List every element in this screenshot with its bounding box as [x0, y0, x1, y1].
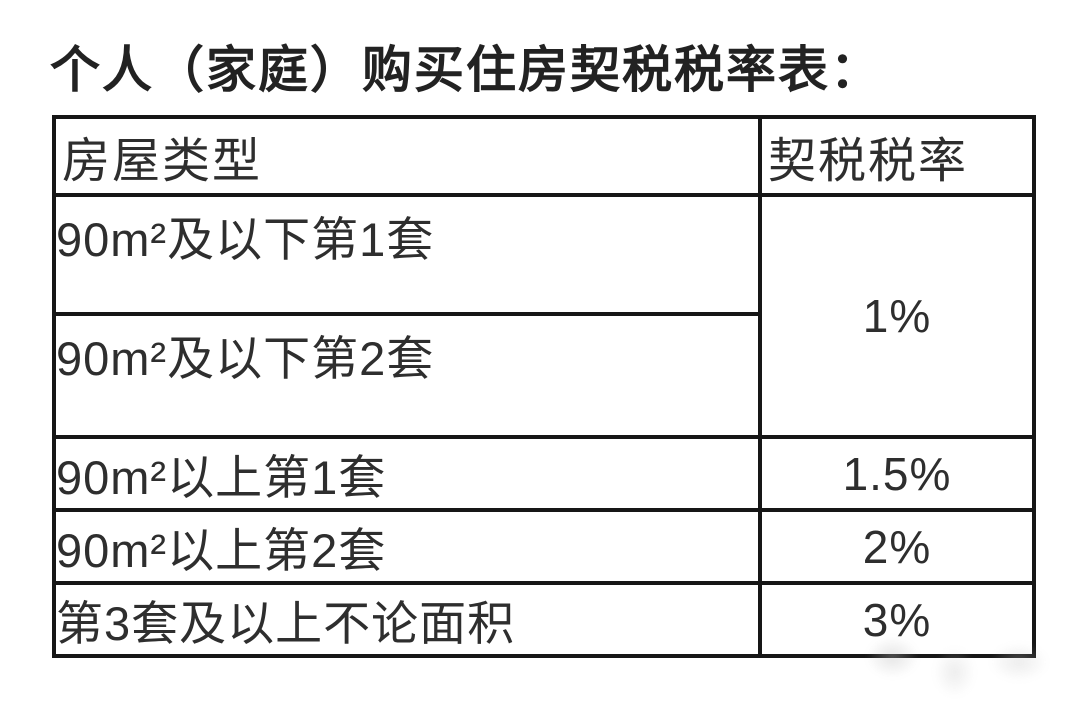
table-row: 90m²以上第1套 1.5% [52, 435, 1036, 512]
page-title: 个人（家庭）购买住房契税税率表： [50, 42, 882, 98]
table-header-row: 房屋类型 契税税率 [52, 115, 1036, 197]
house-type-cell: 90m²以上第1套 [52, 435, 762, 512]
tax-rate-cell-merged: 1% [758, 193, 1036, 439]
tax-rate-cell: 2% [758, 508, 1036, 585]
table-row: 90m²及以下第1套 1% [52, 193, 1036, 439]
tax-rate-cell: 1.5% [758, 435, 1036, 512]
house-type-cell: 第3套及以上不论面积 [52, 581, 762, 658]
house-type-cell: 90m²及以下第2套 [52, 312, 762, 439]
house-type-cell: 90m²以上第2套 [52, 508, 762, 585]
deed-tax-rate-table: 房屋类型 契税税率 90m²及以下第1套 1% 90m²及以下第2套 90m²以… [52, 115, 1036, 658]
table-row: 第3套及以上不论面积 3% [52, 581, 1036, 658]
header-tax-rate: 契税税率 [758, 115, 1036, 197]
table-row: 90m²及以下第2套 [52, 312, 1034, 439]
tax-rate-cell: 3% [758, 581, 1036, 658]
header-house-type: 房屋类型 [52, 115, 762, 197]
table-row: 90m²以上第2套 2% [52, 508, 1036, 585]
house-type-cell: 90m²及以下第1套 [52, 193, 762, 316]
